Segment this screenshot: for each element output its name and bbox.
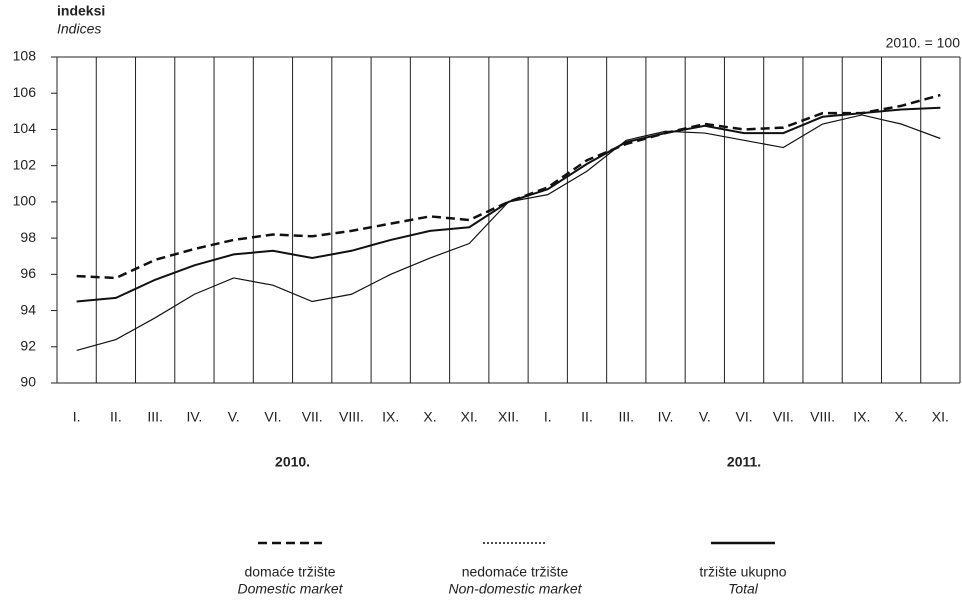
group-label: 2011. bbox=[727, 454, 761, 470]
x-tick-label: VI. bbox=[264, 409, 281, 425]
x-tick-label: X. bbox=[894, 409, 907, 425]
y-tick-label: 94 bbox=[20, 301, 36, 317]
y-tick-label: 90 bbox=[20, 374, 36, 390]
x-tick-label: IX. bbox=[853, 409, 870, 425]
series-line bbox=[76, 114, 941, 351]
series-line bbox=[76, 93, 941, 280]
y-tick-label: 106 bbox=[13, 84, 37, 100]
legend-label: domaće tržište bbox=[244, 564, 335, 580]
legend-label: tržište ukupno bbox=[699, 564, 786, 580]
x-tick-label: I. bbox=[73, 409, 81, 425]
x-tick-label: II. bbox=[581, 409, 593, 425]
x-tick-label: I. bbox=[544, 409, 552, 425]
x-tick-label: II. bbox=[110, 409, 122, 425]
series-line bbox=[76, 106, 941, 303]
x-tick-label: IV. bbox=[658, 409, 674, 425]
x-tick-label: III. bbox=[147, 409, 163, 425]
x-tick-label: XI. bbox=[932, 409, 949, 425]
x-tick-label: XII. bbox=[498, 409, 519, 425]
x-tick-label: V. bbox=[228, 409, 240, 425]
y-tick-label: 108 bbox=[13, 48, 37, 64]
x-tick-label: X. bbox=[423, 409, 436, 425]
y-tick-label: 96 bbox=[20, 265, 36, 281]
y-axis-label: indeksi bbox=[57, 3, 105, 19]
annotation: 2010. = 100 bbox=[886, 35, 961, 51]
x-tick-label: III. bbox=[619, 409, 635, 425]
legend-label: nedomaće tržište bbox=[462, 564, 569, 580]
y-tick-label: 104 bbox=[13, 120, 37, 136]
legend-label-en: Non-domestic market bbox=[448, 581, 582, 597]
x-tick-label: VII. bbox=[773, 409, 794, 425]
legend-label-en: Total bbox=[728, 581, 759, 597]
y-tick-label: 102 bbox=[13, 156, 37, 172]
y-axis-label-en: Indices bbox=[57, 21, 101, 37]
legend-label-en: Domestic market bbox=[237, 581, 343, 597]
x-tick-label: VII. bbox=[302, 409, 323, 425]
y-tick-label: 92 bbox=[20, 337, 36, 353]
y-tick-label: 100 bbox=[13, 193, 37, 209]
x-tick-label: VI. bbox=[736, 409, 753, 425]
group-label: 2010. bbox=[275, 454, 310, 470]
x-tick-label: IV. bbox=[186, 409, 202, 425]
y-tick-label: 98 bbox=[20, 229, 36, 245]
x-tick-label: VIII. bbox=[339, 409, 364, 425]
x-tick-label: IX. bbox=[382, 409, 399, 425]
x-tick-label: XI. bbox=[461, 409, 478, 425]
x-tick-label: VIII. bbox=[810, 409, 835, 425]
x-tick-label: V. bbox=[699, 409, 711, 425]
